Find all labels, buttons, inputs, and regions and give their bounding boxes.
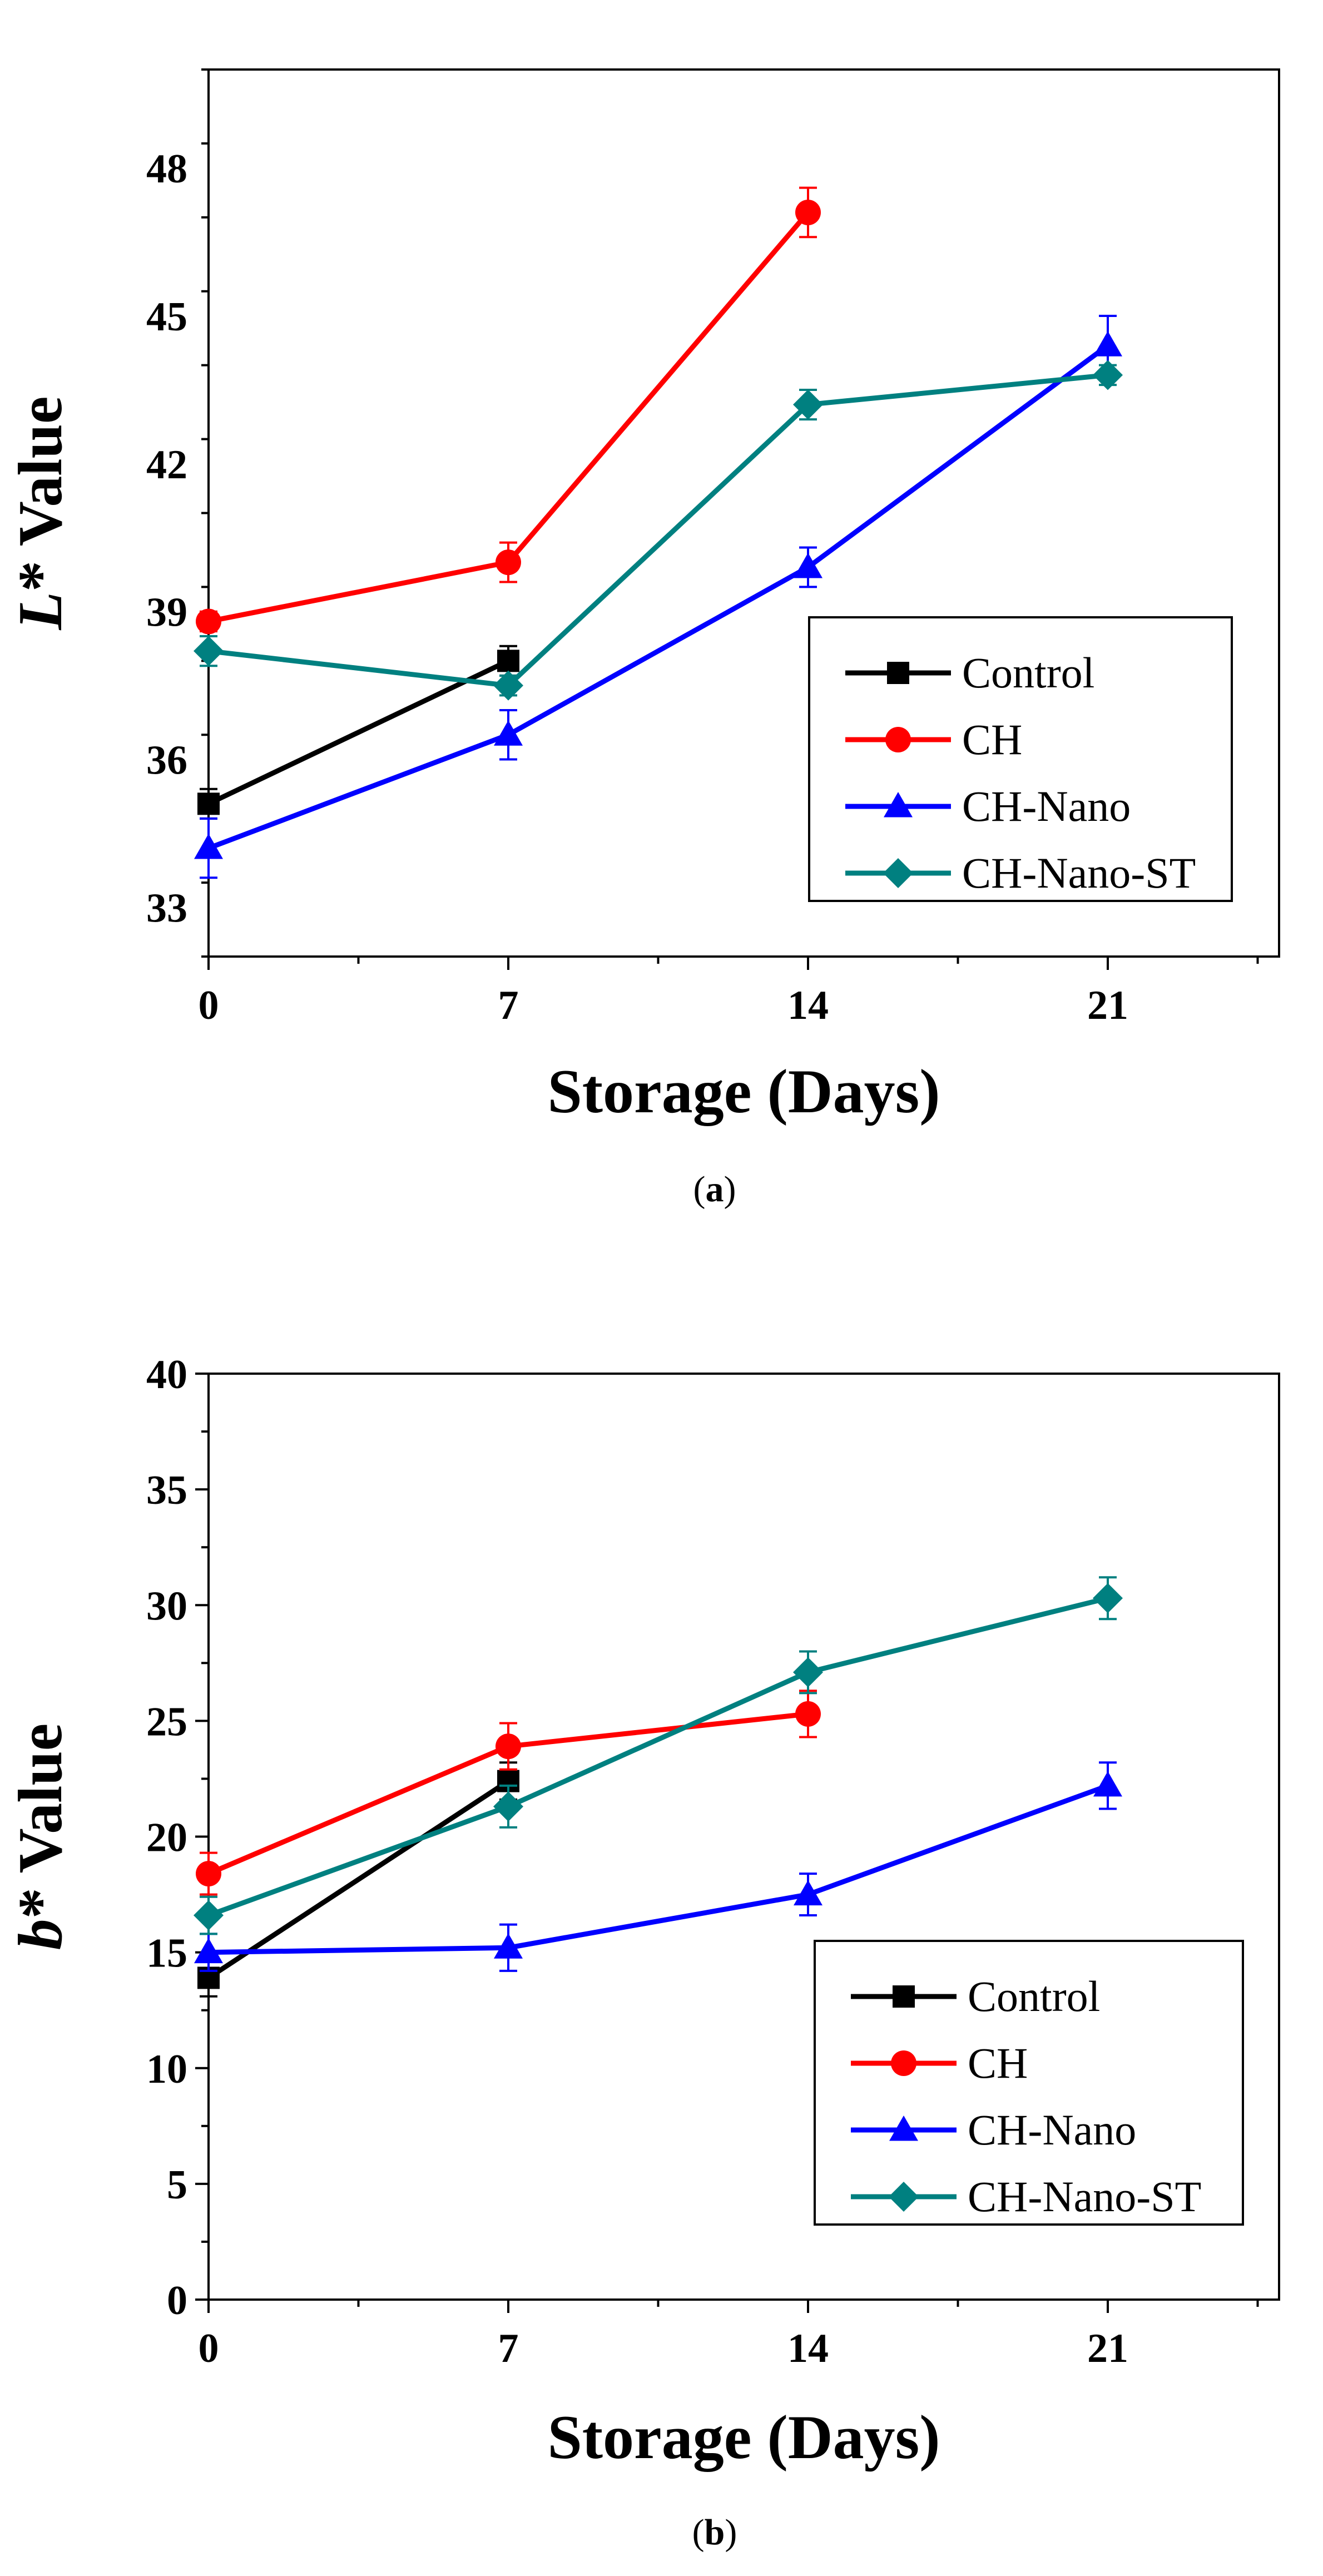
legend: Control CH CH-Nano CH-Nano-ST [808, 616, 1233, 902]
x-tick-label: 7 [498, 983, 519, 1028]
series-line [207, 658, 509, 806]
legend-label: Control [968, 1972, 1100, 2020]
panel-caption: (b) [692, 2512, 737, 2553]
x-tick-label: 7 [498, 2326, 519, 2371]
data-point [194, 636, 224, 666]
legend-label: CH [968, 2039, 1028, 2087]
y-axis-label: L* Value [6, 396, 75, 630]
data-point [493, 1791, 523, 1822]
x-axis-label: Storage (Days) [547, 2403, 940, 2472]
data-point [196, 1861, 221, 1887]
series-line [207, 1779, 510, 1980]
legend-label: CH-Nano-ST [962, 849, 1196, 897]
data-point [1093, 331, 1122, 356]
legend-label: CH-Nano [968, 2106, 1136, 2154]
legend: Control CH CH-Nano CH-Nano-ST [814, 1940, 1244, 2226]
data-point [494, 720, 523, 746]
x-tick-label: 21 [1087, 983, 1128, 1028]
chart-panel-a: 0 7 14 21 33 36 39 42 45 48 Storage (Days) L* Value… [6, 68, 1280, 1210]
y-tick-label: 39 [146, 590, 187, 636]
x-axis-label: Storage (Days) [547, 1057, 940, 1126]
data-point [494, 1933, 523, 1959]
series-ch-nano [194, 1761, 1122, 1972]
y-tick-label: 45 [146, 294, 187, 340]
y-axis-label-italic: b [6, 1919, 75, 1950]
legend-marker [884, 792, 913, 818]
data-point [795, 1701, 821, 1727]
y-tick-label: 40 [146, 1352, 187, 1398]
data-point [194, 834, 223, 859]
data-point [794, 1880, 822, 1906]
y-tick-label: 10 [146, 2047, 187, 2092]
caption-close: ) [724, 1169, 736, 1210]
y-tick-label: 0 [167, 2278, 187, 2324]
data-point [793, 389, 823, 420]
legend-label: CH [962, 715, 1022, 764]
series-ch-nano-st [194, 360, 1123, 701]
x-tick-label: 14 [787, 983, 829, 1028]
y-tick-label: 48 [146, 146, 187, 192]
legend-marker [889, 2116, 918, 2141]
legend-marker [893, 1985, 915, 2008]
y-axis-label-italic: L [6, 592, 75, 630]
y-tick-label: 35 [146, 1468, 187, 1513]
data-point [495, 1733, 521, 1760]
data-point [795, 199, 821, 225]
legend-marker [883, 858, 913, 888]
legend-marker [889, 2182, 919, 2212]
series-ch-nano-st [194, 1576, 1123, 1935]
y-tick-label: 5 [167, 2162, 187, 2208]
data-point [793, 1657, 823, 1687]
series-line [208, 1783, 1109, 1955]
data-point [1093, 360, 1123, 390]
series-line [207, 1596, 1109, 1918]
y-axis-label-rest: * Value [6, 396, 75, 592]
y-tick-label: 25 [146, 1699, 187, 1745]
x-tick-label: 0 [199, 983, 219, 1028]
legend-marker [885, 727, 911, 752]
data-point [197, 792, 220, 815]
panel-caption: (a) [693, 1169, 736, 1210]
y-tick-label: 36 [146, 738, 187, 784]
x-tick-label: 14 [787, 2326, 829, 2371]
data-point [497, 650, 519, 672]
legend-label: CH-Nano [962, 782, 1131, 830]
y-tick-label: 33 [146, 885, 187, 931]
data-point [1093, 1771, 1122, 1797]
caption-letter: a [706, 1169, 724, 1210]
y-tick-label: 20 [146, 1815, 187, 1861]
caption-open: ( [693, 1169, 706, 1210]
y-axis-label-rest: * Value [6, 1723, 75, 1919]
series-line [207, 343, 1109, 851]
legend-box [808, 616, 1233, 902]
series-ch [196, 186, 821, 635]
data-point [194, 1900, 224, 1931]
data-point [194, 1938, 223, 1964]
x-tick-label: 21 [1087, 2326, 1128, 2371]
y-axis-label: b* Value [6, 1723, 75, 1950]
x-tick-label: 0 [199, 2326, 219, 2371]
series-control [197, 1761, 519, 1998]
legend-label: Control [962, 648, 1094, 697]
series-ch [196, 1690, 821, 1896]
data-point [196, 608, 221, 635]
series-line [208, 372, 1108, 688]
data-point [794, 552, 822, 578]
caption-close: ) [725, 2512, 737, 2553]
series-ch-nano [194, 315, 1122, 879]
y-tick-label: 30 [146, 1583, 187, 1629]
y-tick-label: 42 [146, 442, 187, 488]
legend-box [814, 1940, 1244, 2226]
caption-open: ( [692, 2512, 705, 2553]
legend-marker [887, 662, 909, 684]
caption-letter: b [705, 2512, 725, 2553]
data-point [493, 670, 523, 701]
legend-label: CH-Nano-ST [968, 2172, 1201, 2221]
data-point [1093, 1583, 1123, 1613]
legend-marker [891, 2050, 916, 2076]
y-tick-label: 15 [146, 1931, 187, 1976]
data-point [495, 549, 521, 576]
